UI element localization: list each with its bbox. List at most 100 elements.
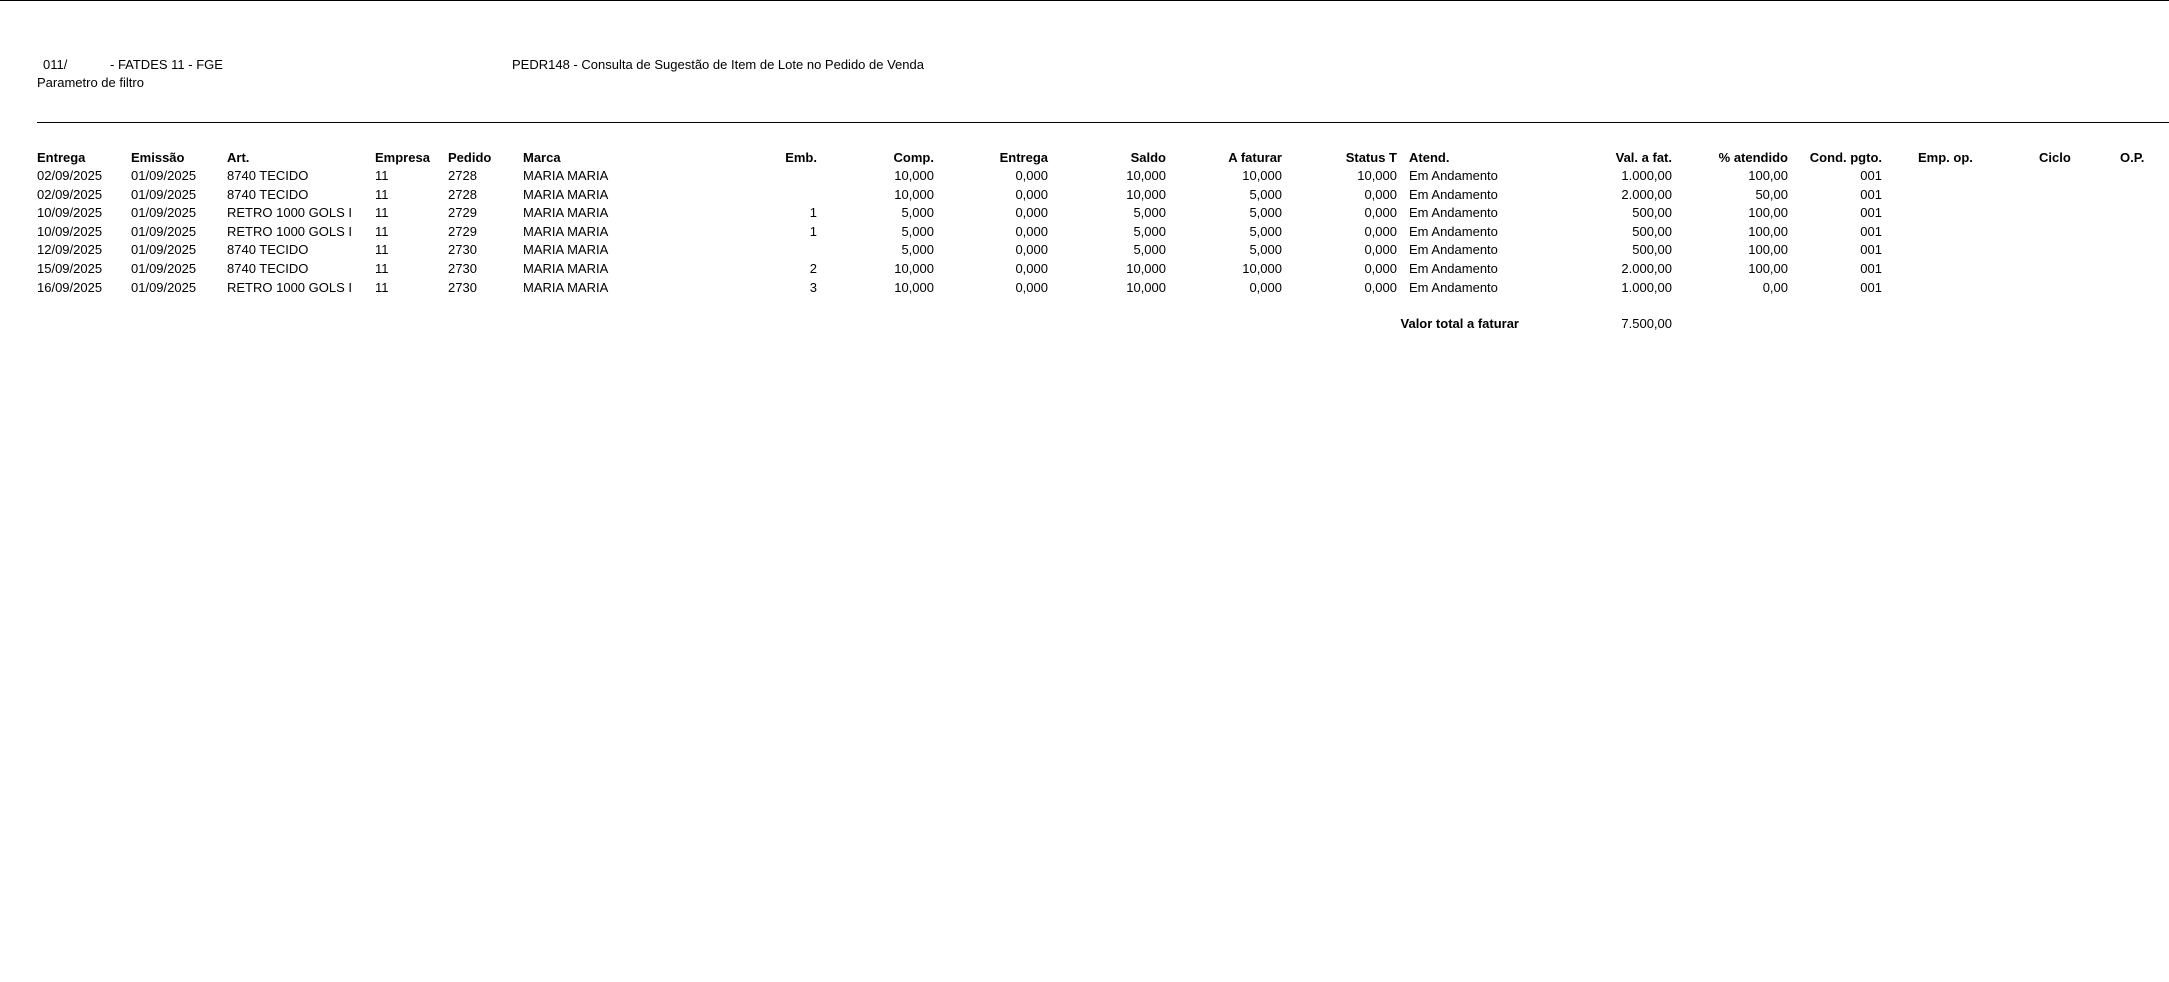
cell-entrega: 02/09/2025 [37, 168, 103, 183]
filter-label: Parametro de filtro [37, 75, 144, 90]
cell-art: 8740 TECIDO [227, 242, 309, 258]
cell-a-faturar: 5,000 [1249, 186, 1282, 202]
report-title: PEDR148 - Consulta de Sugestão de Item d… [512, 57, 924, 72]
cell-entrega: 10/09/2025 [37, 205, 103, 221]
cell-status-t: 0,000 [1364, 279, 1397, 295]
cell-saldo: 10,000 [1126, 168, 1166, 183]
cell-val-a-fat: 500,00 [1632, 205, 1672, 221]
cell-marca: MARIA MARIA [523, 205, 609, 221]
cell-pct-atendido: 100,00 [1748, 242, 1788, 258]
cell-atend: Em Andamento [1409, 261, 1498, 276]
cell-entrega: 12/09/2025 [37, 242, 103, 258]
cell-marca: MARIA MARIA [523, 186, 609, 202]
column-header-emp-op: Emp. op. [1918, 150, 1973, 165]
column-header-pct-atendido: % atendido [1718, 150, 1788, 165]
cell-emissao: 01/09/2025 [131, 168, 197, 183]
cell-emb: 1 [809, 205, 817, 221]
cell-status-t: 0,000 [1364, 186, 1397, 202]
cell-marca: MARIA MARIA [523, 242, 609, 258]
cell-a-faturar: 5,000 [1249, 205, 1282, 221]
cell-atend: Em Andamento [1409, 186, 1498, 202]
cell-comp: 5,000 [901, 242, 934, 258]
column-header-emb: Emb. [785, 150, 817, 165]
cell-cond-pgto: 001 [1860, 279, 1882, 295]
cell-pct-atendido: 0,00 [1762, 279, 1788, 295]
cell-comp: 10,000 [894, 186, 934, 202]
cell-status-t: 0,000 [1364, 223, 1397, 239]
cell-comp: 5,000 [901, 205, 934, 221]
cell-pedido: 2729 [448, 223, 477, 239]
cell-saldo: 5,000 [1133, 223, 1166, 239]
cell-emb: 3 [809, 279, 817, 295]
column-header-val-a-fat: Val. a fat. [1615, 150, 1672, 165]
cell-pedido: 2730 [448, 261, 477, 276]
cell-art: RETRO 1000 GOLS I [227, 223, 352, 239]
cell-comp: 5,000 [901, 223, 934, 239]
cell-comp: 10,000 [894, 261, 934, 276]
cell-val-a-fat: 500,00 [1632, 242, 1672, 258]
cell-val-a-fat: 500,00 [1632, 223, 1672, 239]
cell-empresa: 11 [375, 168, 389, 183]
cell-status-t: 10,000 [1357, 168, 1397, 183]
cell-emb: 2 [809, 261, 817, 276]
cell-pedido: 2728 [448, 186, 477, 202]
cell-art: 8740 TECIDO [227, 186, 309, 202]
cell-saldo: 5,000 [1133, 205, 1166, 221]
cell-saldo: 10,000 [1126, 186, 1166, 202]
header-divider [37, 122, 2169, 123]
cell-comp: 10,000 [894, 279, 934, 295]
cell-entrega-qty: 0,000 [1015, 205, 1048, 221]
column-header-art: Art. [227, 150, 250, 165]
cell-entrega: 02/09/2025 [37, 186, 103, 202]
cell-art: RETRO 1000 GOLS I [227, 279, 352, 295]
cell-atend: Em Andamento [1409, 168, 1498, 183]
cell-pct-atendido: 100,00 [1748, 223, 1788, 239]
column-header-empresa: Empresa [375, 150, 430, 165]
cell-a-faturar: 0,000 [1249, 279, 1282, 295]
cell-pct-atendido: 100,00 [1748, 205, 1788, 221]
column-header-entrega-qty: Entrega [999, 150, 1048, 165]
cell-empresa: 11 [375, 242, 389, 258]
cell-emissao: 01/09/2025 [131, 205, 197, 221]
cell-cond-pgto: 001 [1860, 261, 1882, 276]
cell-entrega-qty: 0,000 [1015, 242, 1048, 258]
company-code: 011/ [43, 57, 68, 72]
cell-a-faturar: 10,000 [1242, 261, 1282, 276]
cell-pedido: 2730 [448, 242, 477, 258]
cell-entrega-qty: 0,000 [1015, 279, 1048, 295]
column-header-marca: Marca [523, 150, 561, 165]
cell-emissao: 01/09/2025 [131, 279, 197, 295]
cell-marca: MARIA MARIA [523, 261, 609, 276]
cell-entrega: 10/09/2025 [37, 223, 103, 239]
cell-atend: Em Andamento [1409, 242, 1498, 258]
cell-val-a-fat: 1.000,00 [1621, 279, 1672, 295]
cell-atend: Em Andamento [1409, 279, 1498, 295]
cell-marca: MARIA MARIA [523, 279, 609, 295]
column-header-ciclo: Ciclo [2039, 150, 2071, 165]
cell-saldo: 10,000 [1126, 279, 1166, 295]
cell-empresa: 11 [375, 186, 389, 202]
cell-a-faturar: 5,000 [1249, 242, 1282, 258]
cell-cond-pgto: 001 [1860, 186, 1882, 202]
column-header-saldo: Saldo [1130, 150, 1166, 165]
column-header-cond-pgto: Cond. pgto. [1809, 150, 1882, 165]
column-header-op: O.P. [2120, 150, 2145, 165]
cell-empresa: 11 [375, 279, 389, 295]
column-header-emissao: Emissão [131, 150, 185, 165]
cell-art: RETRO 1000 GOLS I [227, 205, 352, 221]
column-header-entrega: Entrega [37, 150, 86, 165]
cell-art: 8740 TECIDO [227, 168, 309, 183]
column-header-atend: Atend. [1409, 150, 1450, 165]
cell-entrega: 15/09/2025 [37, 261, 103, 276]
cell-pedido: 2729 [448, 205, 477, 221]
cell-art: 8740 TECIDO [227, 261, 309, 276]
top-border [0, 0, 2169, 1]
cell-status-t: 0,000 [1364, 205, 1397, 221]
cell-pct-atendido: 100,00 [1748, 261, 1788, 276]
cell-entrega: 16/09/2025 [37, 279, 103, 295]
cell-empresa: 11 [375, 205, 389, 221]
total-label: Valor total a faturar [1400, 316, 1519, 331]
cell-val-a-fat: 1.000,00 [1621, 168, 1672, 183]
cell-saldo: 5,000 [1133, 242, 1166, 258]
column-header-comp: Comp. [893, 150, 934, 165]
